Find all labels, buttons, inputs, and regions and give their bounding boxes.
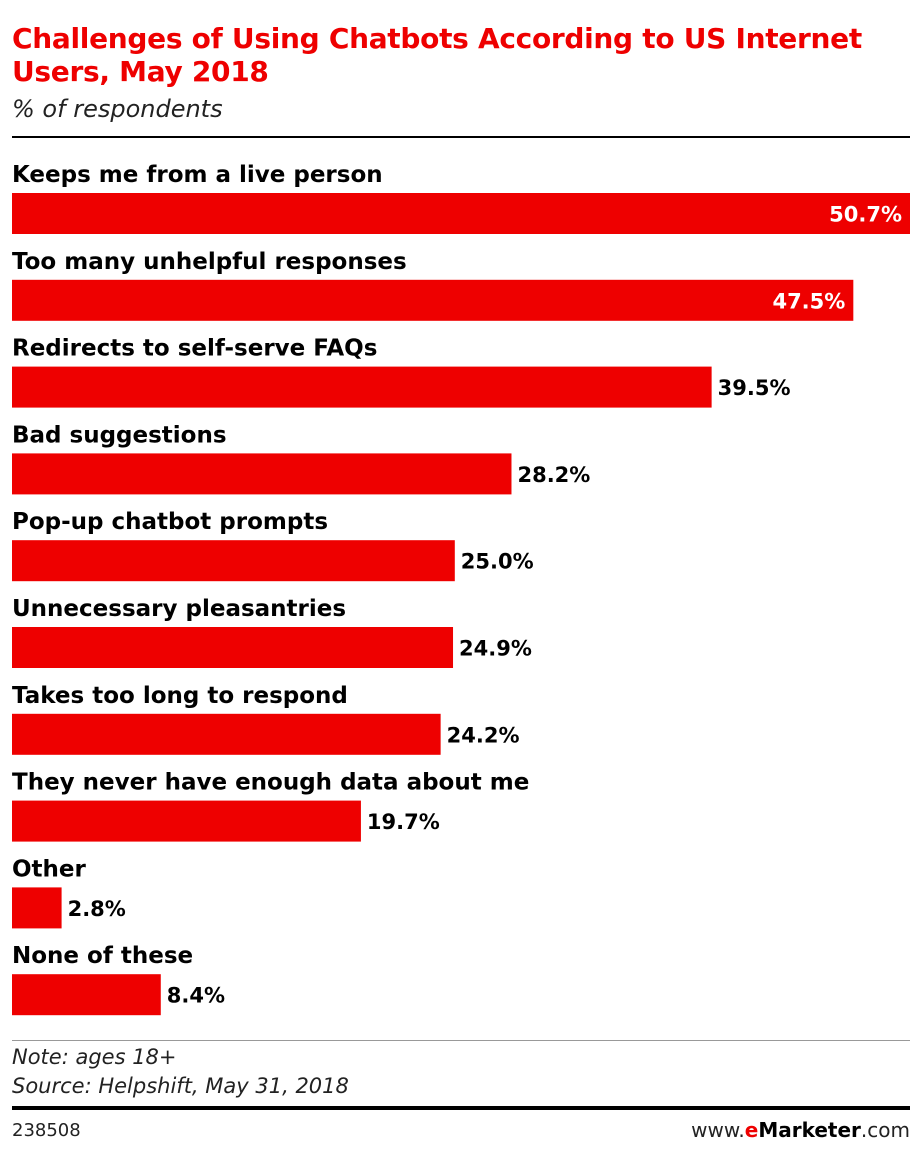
value-label: 2.8% [68,897,126,921]
bar [12,279,854,321]
brand-e: e [744,1118,759,1142]
brand-suffix: .com [860,1118,910,1142]
category-label: Too many unhelpful responses [12,249,407,275]
category-label: Other [12,856,87,882]
category-label: Bad suggestions [12,422,227,448]
chart-subtitle: % of respondents [12,95,223,123]
value-label: 19.7% [367,810,440,834]
bottom-divider [12,1040,910,1041]
chart-source: Source: Helpshift, May 31, 2018 [12,1074,349,1098]
footer-divider [12,1106,910,1110]
category-label: Unnecessary pleasantries [12,596,346,622]
category-label: Takes too long to respond [12,683,348,709]
brand-name: Marketer [758,1118,861,1142]
top-divider [12,136,910,138]
bar [12,713,441,755]
value-label: 25.0% [461,550,534,574]
chart-id: 238508 [12,1120,81,1141]
category-label: Pop-up chatbot prompts [12,509,328,535]
category-label: Redirects to self-serve FAQs [12,336,377,362]
category-label: They never have enough data about me [12,770,529,796]
value-label: 24.2% [447,723,520,747]
category-label: Keeps me from a live person [12,162,383,188]
value-label: 24.9% [459,637,532,661]
bar [12,887,62,929]
bar [12,366,712,408]
bar [12,540,455,582]
bar-chart: Keeps me from a live person 50.7% Too many… [12,162,910,1016]
value-label: 28.2% [517,463,590,487]
bar [12,974,161,1016]
value-label: 50.7% [829,203,902,227]
value-label: 8.4% [167,984,225,1008]
value-label: 47.5% [772,289,845,313]
brand-prefix: www. [691,1118,745,1142]
bar [12,800,361,842]
chart-title: Challenges of Using Chatbots According t… [12,22,862,88]
chart-note: Note: ages 18+ [12,1045,177,1069]
value-label: 39.5% [718,376,791,400]
bar [12,193,910,234]
category-label: None of these [12,943,193,969]
bar [12,627,454,668]
emarketer-logo[interactable]: www.eMarketer.com [691,1118,910,1142]
bar [12,453,512,495]
